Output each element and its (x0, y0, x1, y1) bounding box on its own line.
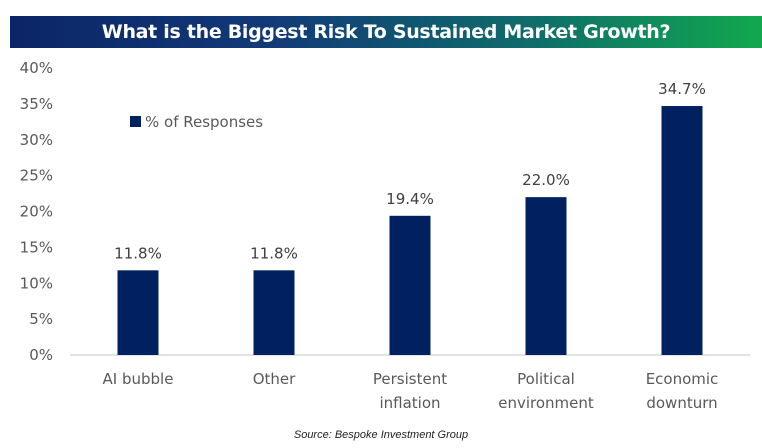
legend: % of Responses (130, 113, 263, 131)
data-labels: 11.8% 11.8% 19.4% 22.0% 34.7% (114, 80, 706, 262)
bar (525, 197, 567, 355)
y-tick-label: 40% (20, 59, 53, 77)
legend-swatch (130, 116, 141, 127)
y-tick-label: 0% (29, 346, 53, 364)
data-label: 11.8% (114, 244, 162, 262)
x-tick-label: Political (517, 370, 575, 388)
bar (117, 270, 159, 355)
y-tick-label: 30% (20, 131, 53, 149)
x-tick-label: environment (498, 394, 594, 412)
y-tick-label: 20% (20, 203, 53, 221)
data-label: 11.8% (250, 244, 298, 262)
data-label: 22.0% (522, 171, 570, 189)
bar (661, 106, 703, 355)
y-tick-label: 35% (20, 95, 53, 113)
chart-title-bar: What is the Biggest Risk To Sustained Ma… (10, 16, 762, 48)
x-tick-label: inflation (379, 394, 440, 412)
y-tick-label: 10% (20, 274, 53, 292)
bar (389, 215, 431, 355)
x-tick-label: Persistent (373, 370, 447, 388)
x-axis: AI bubble Other Persistent inflation Politic… (103, 370, 719, 412)
legend-label: % of Responses (145, 113, 263, 131)
bar (253, 270, 295, 355)
x-tick-label: downturn (646, 394, 717, 412)
x-tick-label: Other (253, 370, 296, 388)
y-tick-label: 15% (20, 238, 53, 256)
x-tick-label: AI bubble (103, 370, 174, 388)
bars (117, 106, 703, 355)
chart-title: What is the Biggest Risk To Sustained Ma… (101, 21, 671, 43)
y-axis: 0% 5% 10% 15% 20% 25% 30% 35% 40% (20, 59, 53, 364)
y-tick-label: 25% (20, 167, 53, 185)
data-label: 34.7% (658, 80, 706, 98)
data-label: 19.4% (386, 190, 434, 208)
source-note: Source: Bespoke Investment Group (293, 429, 469, 441)
y-tick-label: 5% (29, 310, 53, 328)
x-tick-label: Economic (646, 370, 719, 388)
